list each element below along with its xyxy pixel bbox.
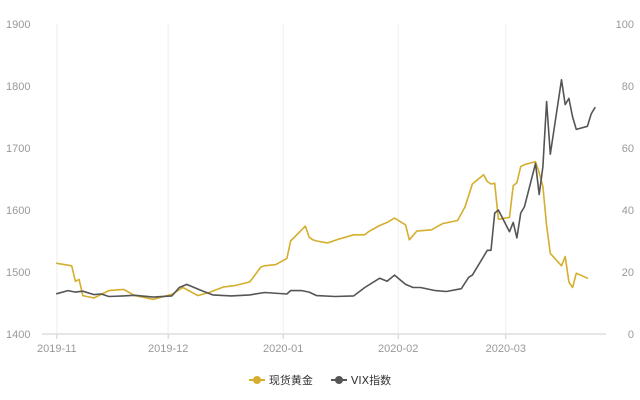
right-tick-label: 60 bbox=[622, 143, 634, 155]
left-tick-label: 1500 bbox=[6, 267, 30, 279]
right-tick-label: 40 bbox=[622, 205, 634, 217]
left-y-axis: 1400 1500 1600 1700 1800 1900 bbox=[6, 19, 30, 341]
right-tick-label: 20 bbox=[622, 267, 634, 279]
legend-item-gold[interactable]: 现货黄金 bbox=[248, 372, 313, 388]
right-y-axis: 0 20 40 60 80 100 bbox=[616, 19, 634, 341]
right-tick-label: 100 bbox=[616, 19, 634, 31]
x-tick-label: 2020-03 bbox=[486, 343, 526, 355]
left-tick-label: 1700 bbox=[6, 143, 30, 155]
legend-marker-gold bbox=[248, 375, 265, 385]
x-axis: 2019-11 2019-12 2020-01 2020-02 2020-03 bbox=[37, 334, 526, 355]
legend-item-vix[interactable]: VIX指数 bbox=[330, 372, 392, 388]
x-tick-label: 2020-02 bbox=[378, 343, 418, 355]
x-tick-label: 2020-01 bbox=[263, 343, 303, 355]
left-tick-label: 1800 bbox=[6, 81, 30, 93]
legend: 现货黄金 VIX指数 bbox=[0, 370, 640, 390]
x-tick-label: 2019-12 bbox=[148, 343, 188, 355]
legend-label-vix: VIX指数 bbox=[350, 374, 392, 387]
left-tick-label: 1600 bbox=[6, 205, 30, 217]
right-tick-label: 80 bbox=[622, 81, 634, 93]
left-tick-label: 1400 bbox=[6, 329, 30, 341]
right-tick-label: 0 bbox=[628, 329, 634, 341]
grid bbox=[42, 24, 606, 335]
legend-label-gold: 现货黄金 bbox=[268, 374, 313, 387]
series-lines bbox=[55, 79, 596, 301]
vix-index-line bbox=[55, 79, 596, 298]
left-tick-label: 1900 bbox=[6, 19, 30, 31]
legend-marker-vix bbox=[330, 375, 347, 385]
x-tick-label: 2019-11 bbox=[37, 343, 77, 355]
gold-price-line bbox=[55, 160, 589, 301]
